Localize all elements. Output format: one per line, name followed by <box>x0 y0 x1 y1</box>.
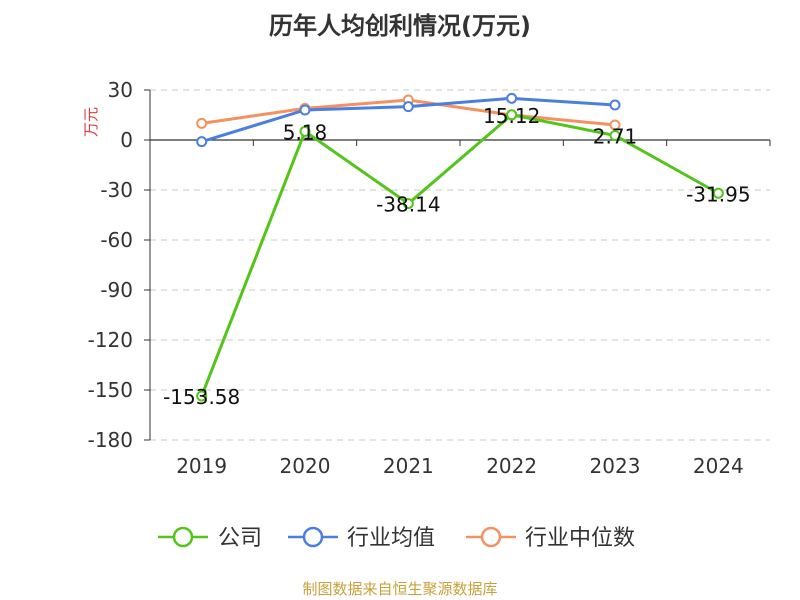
data-label: -153.58 <box>163 385 240 409</box>
data-point[interactable] <box>712 187 724 199</box>
x-tick-labels: 2019 2020 2021 2022 2023 2024 <box>176 454 744 478</box>
y-tick-label: -180 <box>88 428 133 452</box>
x-tick-label: 2021 <box>383 454 434 478</box>
data-label: 15.12 <box>483 104 540 128</box>
series-lines <box>196 92 724 402</box>
y-tick-label: -90 <box>100 278 133 302</box>
data-point[interactable] <box>506 109 518 121</box>
legend-label: 行业中位数 <box>525 526 635 551</box>
x-tick-label: 2020 <box>280 454 331 478</box>
x-tick-label: 2022 <box>486 454 537 478</box>
y-axis-label: 万元 <box>82 107 100 137</box>
data-point[interactable] <box>196 136 208 148</box>
data-point[interactable] <box>402 198 414 210</box>
data-label: -31.95 <box>686 182 750 206</box>
data-point[interactable] <box>609 119 621 131</box>
data-point[interactable] <box>402 101 414 113</box>
x-tick-label: 2023 <box>590 454 641 478</box>
axes <box>149 90 771 440</box>
y-tick-label: -120 <box>88 328 133 352</box>
data-point[interactable] <box>506 92 518 104</box>
legend-label: 行业均值 <box>347 526 435 551</box>
data-point[interactable] <box>299 104 311 116</box>
data-labels: -153.58 5.18 -38.14 15.12 2.71 -31.95 <box>163 104 751 409</box>
source-note: 制图数据来自恒生聚源数据库 <box>302 580 497 598</box>
data-point[interactable] <box>609 99 621 111</box>
grid-lines <box>144 89 770 441</box>
x-tick-label: 2019 <box>176 454 227 478</box>
chart-title: 历年人均创利情况(万元) <box>269 12 531 40</box>
data-label: -38.14 <box>376 193 440 217</box>
y-tick-label: 30 <box>108 78 133 102</box>
x-tick-label: 2024 <box>693 454 744 478</box>
legend-item[interactable]: 行业中位数 <box>466 526 635 551</box>
legend-item[interactable]: 公司 <box>158 526 262 551</box>
legend-marker <box>480 526 502 548</box>
legend-marker <box>302 526 324 548</box>
data-label: 5.18 <box>283 120 328 144</box>
data-label: 2.71 <box>593 124 638 148</box>
y-tick-label: -30 <box>100 178 133 202</box>
y-tick-label: 0 <box>120 128 133 152</box>
legend-item[interactable]: 行业均值 <box>288 526 435 551</box>
data-point[interactable] <box>196 390 208 402</box>
data-point[interactable] <box>299 125 311 137</box>
y-tick-label: -60 <box>100 228 133 252</box>
data-point[interactable] <box>609 129 621 141</box>
y-tick-labels: 30 0 -30 -60 -90 -120 -150 -180 <box>88 78 133 452</box>
series-line <box>200 113 720 397</box>
legend-marker <box>172 526 194 548</box>
data-point[interactable] <box>196 117 208 129</box>
legend[interactable]: 公司 行业均值 行业中位数 <box>158 526 635 551</box>
legend-label: 公司 <box>218 526 262 551</box>
y-tick-label: -150 <box>88 378 133 402</box>
